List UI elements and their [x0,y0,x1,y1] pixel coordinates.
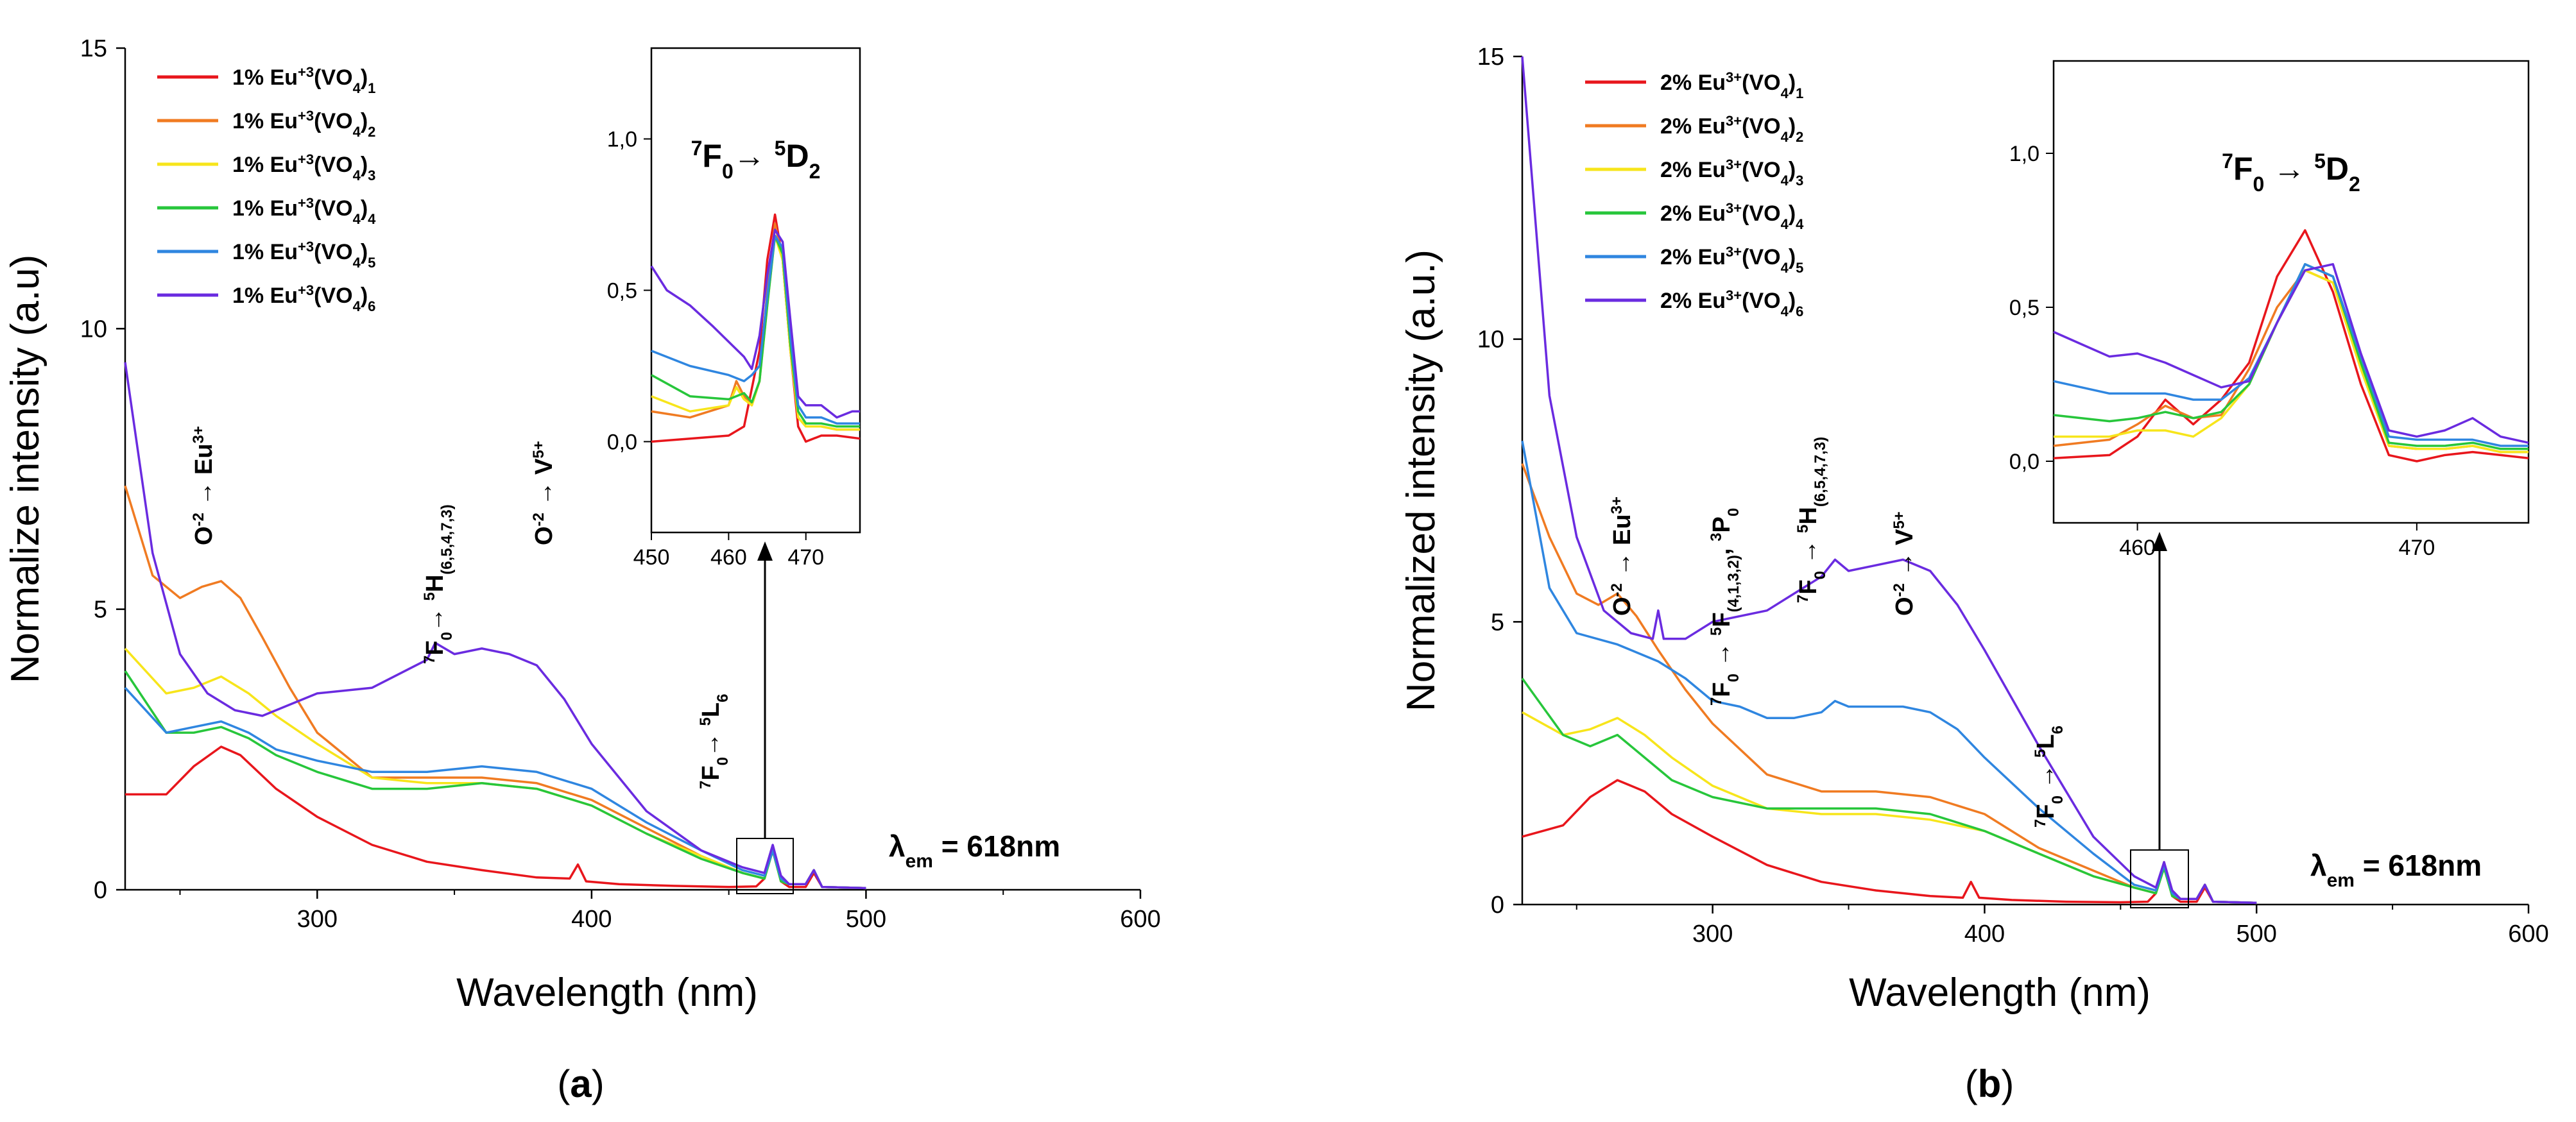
transition-annotation: 7F0 → 5L6 [2032,726,2066,828]
x-tick-label: 300 [297,906,338,933]
series-line-5 [124,686,866,890]
inset-x-tick-label: 470 [2399,536,2435,560]
legend-entry: 2% Eu3+(VO4)5 [1660,244,1803,276]
y-tick-label: 10 [80,316,107,343]
x-tick-label: 500 [2237,921,2277,948]
x-tick-label: 600 [1120,906,1160,933]
y-tick-label: 0 [94,877,107,904]
y-tick-label: 5 [94,597,107,624]
transition-annotation: O-2 → Eu3+ [1608,497,1636,616]
inset-title: 7F0 → 5D2 [2222,149,2360,196]
inset-x-tick-label: 460 [710,545,747,570]
series-line-4 [1521,677,2257,905]
series-line-1 [1522,779,2257,905]
y-tick-label: 0 [1491,892,1504,919]
inset-frame [650,47,861,534]
inset-y-tick-label: 0,0 [2009,450,2039,474]
x-tick-label: 500 [846,906,886,933]
panel-b: 300 400 500 600 0 5 10 15 Wavelength (nm) Normali… [1399,44,2549,1105]
zoom-box [736,838,794,894]
y-tick-label: 15 [1477,44,1504,71]
x-tick-label: 600 [2508,921,2548,948]
transition-annotation: 7F0→ 5L6 [697,694,732,789]
transition-annotation: 7F0→ 5H(6,5,4,7,3) [421,504,456,664]
series-line-1 [125,745,866,890]
x-tick-label: 300 [1692,921,1733,948]
transition-annotation: 7F0 → 5H(6,5,4,7,3) [1794,437,1829,603]
panel-label: (a) [557,1062,604,1105]
legend-entry: 1% Eu+3(VO4)4 [232,195,376,227]
inset-series-line-6 [2053,263,2529,444]
zoom-arrow-head [757,541,773,561]
series-line-5 [1521,440,2257,905]
inset-y-tick-label: 1,0 [607,128,637,152]
legend-entry: 2% Eu3+(VO4)3 [1660,157,1803,189]
legend-entry: 1% Eu+3(VO4)5 [232,239,375,271]
legend-entry: 2% Eu3+(VO4)2 [1660,113,1803,145]
x-tick-label: 400 [1964,921,2005,948]
inset-y-tick-label: 0,0 [607,430,637,454]
y-tick-label: 5 [1491,609,1504,636]
transition-annotation: O-2 → V5+ [1891,511,1919,616]
inset-y-tick-label: 1,0 [2009,142,2039,166]
series-line-3 [1522,711,2257,905]
inset-y-tick-label: 0,5 [607,279,637,303]
legend-entry: 2% Eu3+(VO4)1 [1660,69,1803,101]
lambda-em-label: λem = 618nm [2310,849,2482,891]
legend-entry: 1% Eu+3(VO4)1 [232,64,375,96]
legend-entry: 1% Eu+3(VO4)3 [232,151,375,183]
zoom-arrow-head [2152,532,2167,551]
inset-x-tick-label: 450 [633,545,670,570]
y-tick-label: 15 [80,35,107,62]
inset-y-tick-label: 0,5 [2009,296,2039,320]
inset-series-line-5 [2053,263,2529,447]
inset-x-tick-label: 460 [2119,536,2156,560]
inset-title: 7F0→ 5D2 [691,137,821,183]
series-line-6 [1521,56,2257,905]
series-line-6 [124,362,866,890]
legend-entry: 1% Eu+3(VO4)2 [232,108,375,140]
legend-entry: 2% Eu3+(VO4)4 [1660,200,1804,232]
legend-entry: 2% Eu3+(VO4)6 [1660,287,1803,319]
transition-annotation: 7F0 → 5F(4,1,3,2), 3P0 [1708,508,1742,706]
transition-annotation: O-2 → Eu3+ [190,426,218,545]
y-axis-label: Normalized intensity (a.u.) [1399,250,1443,711]
inset-series-line-6 [650,228,860,419]
x-tick-label: 400 [571,906,612,933]
panel-label: (b) [1965,1062,2014,1105]
x-axis-label: Wavelength (nm) [456,971,758,1015]
y-tick-label: 10 [1477,327,1504,353]
panel-a: 300 400 500 600 0 5 10 15 Wavelength (nm) Normali… [3,35,1161,1105]
x-axis-label: Wavelength (nm) [1849,971,2151,1015]
transition-annotation: O-2 → V5+ [530,441,558,545]
lambda-em-label: λem = 618nm [889,829,1060,872]
legend-entry: 1% Eu+3(VO4)6 [232,282,375,314]
inset-x-tick-label: 470 [787,545,824,570]
y-axis-label: Normalize intensity (a.u) [3,255,47,683]
